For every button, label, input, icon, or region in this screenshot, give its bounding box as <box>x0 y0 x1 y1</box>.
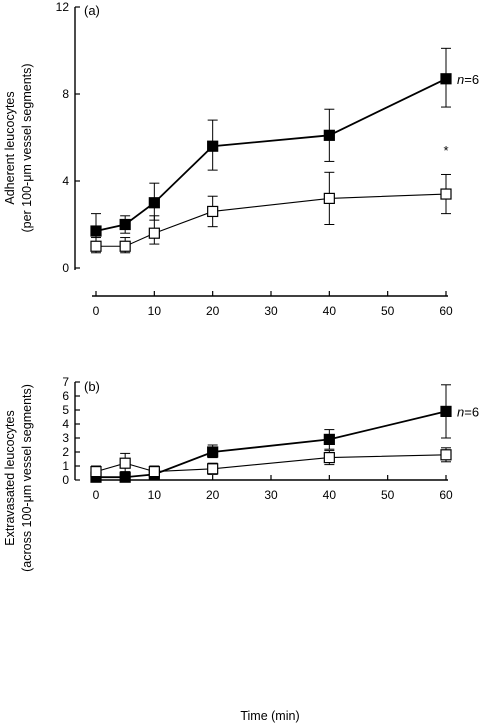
x-axis-label: Time (min) <box>240 709 299 723</box>
data-point-open <box>119 240 131 252</box>
data-point-filled <box>90 225 102 237</box>
y-tick-label: 8 <box>62 87 69 101</box>
data-point-open <box>148 227 160 239</box>
x-tick-label: 30 <box>264 488 278 502</box>
y-tick-label: 4 <box>62 417 69 431</box>
data-point-filled <box>323 129 335 141</box>
series-line <box>95 454 447 473</box>
data-point-filled <box>148 197 160 209</box>
x-tick-label: 20 <box>206 304 220 318</box>
panel-label: (a) <box>84 3 100 18</box>
panel-label: (b) <box>84 379 100 394</box>
x-tick-label: 60 <box>439 304 453 318</box>
data-point-open <box>90 240 102 252</box>
n-annotation: n=6 <box>457 404 479 419</box>
data-point-open <box>323 452 335 464</box>
data-point-open <box>207 205 219 218</box>
data-point-open <box>323 192 335 204</box>
y-tick-label: 7 <box>62 375 69 389</box>
x-tick-label: 0 <box>93 488 100 502</box>
x-tick-label: 30 <box>264 304 278 318</box>
data-point-filled <box>440 405 452 417</box>
y-tick-label: 6 <box>62 389 69 403</box>
data-point-filled <box>119 471 131 483</box>
x-tick-label: 50 <box>381 488 395 502</box>
series-line <box>95 77 447 232</box>
x-tick-label: 20 <box>206 488 220 502</box>
x-tick-label: 40 <box>323 488 337 502</box>
y-axis-label-secondary: (per 100-μm vessel segments) <box>20 63 34 232</box>
x-tick-label: 10 <box>148 488 162 502</box>
y-tick-label: 12 <box>56 0 70 14</box>
x-tick-label: 60 <box>439 488 453 502</box>
data-point-filled <box>440 73 452 85</box>
x-tick-label: 0 <box>93 304 100 318</box>
series-line <box>96 193 447 247</box>
data-point-filled <box>207 446 219 458</box>
x-tick-label: 50 <box>381 304 395 318</box>
y-axis-label-secondary: (across 100-μm vessel segments) <box>20 384 34 572</box>
y-tick-label: 4 <box>62 174 69 188</box>
y-tick-label: 3 <box>62 431 69 445</box>
data-point-open <box>440 188 452 200</box>
x-tick-label: 10 <box>148 304 162 318</box>
data-point-open <box>90 466 102 478</box>
y-tick-label: 5 <box>62 403 69 417</box>
data-point-open <box>440 449 452 461</box>
data-point-filled <box>119 218 131 231</box>
data-point-open <box>207 463 219 475</box>
data-point-open <box>119 457 131 469</box>
n-annotation: n=6 <box>457 72 479 87</box>
y-tick-label: 0 <box>62 261 69 275</box>
y-axis-label: Extravasated leucocytes <box>3 410 17 546</box>
significance-marker: * <box>443 143 448 158</box>
panel-a-chart: 0 4 8 12 0 10 20 30 40 50 60 (a) Adherent leucocytes… <box>3 0 479 318</box>
y-tick-label: 1 <box>62 459 69 473</box>
y-tick-label: 0 <box>62 473 69 487</box>
data-point-filled <box>207 140 219 152</box>
y-tick-label: 2 <box>62 445 69 459</box>
x-tick-label: 40 <box>323 304 337 318</box>
data-point-filled <box>323 433 335 445</box>
data-point-open <box>148 466 160 478</box>
y-axis-label: Adherent leucocytes <box>3 91 17 204</box>
series-line <box>96 410 447 479</box>
